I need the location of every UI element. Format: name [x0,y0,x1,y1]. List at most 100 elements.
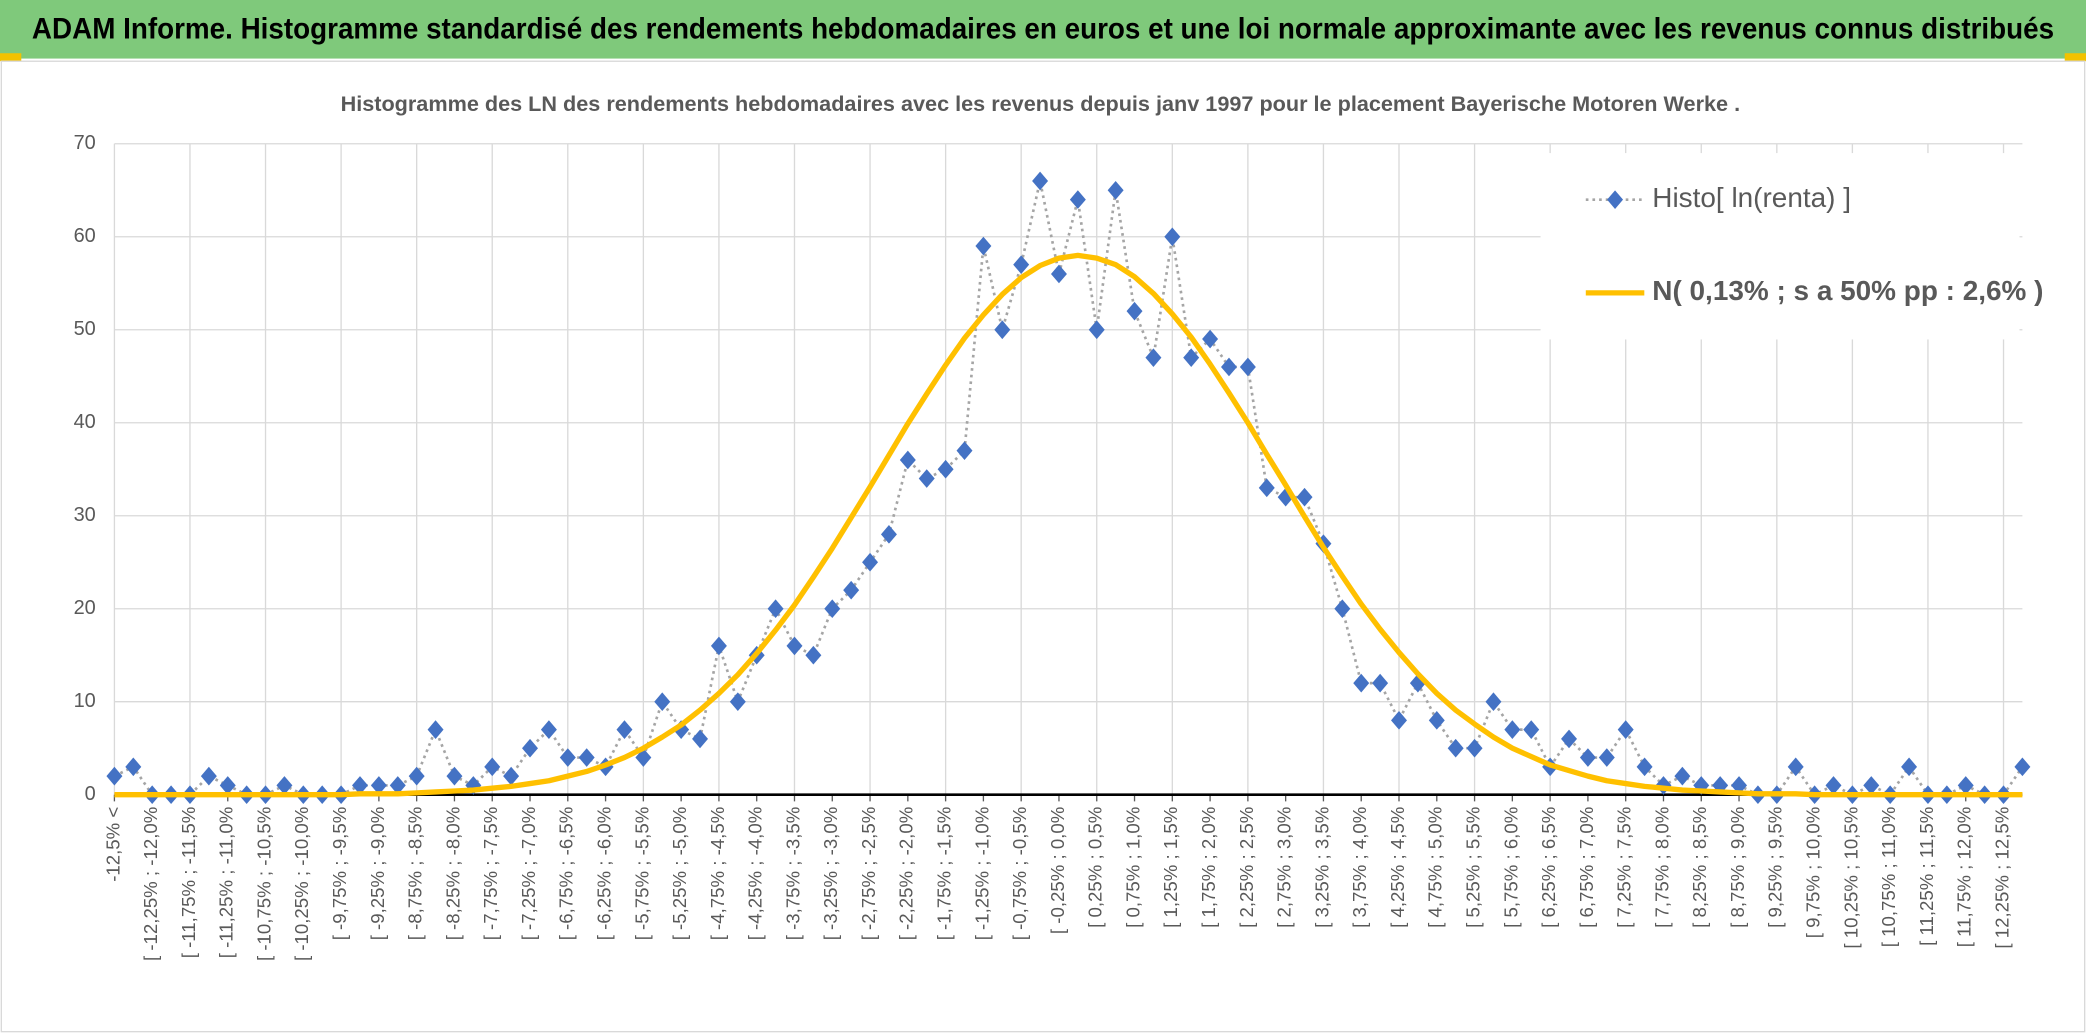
x-tick-label: [ 7,25% ; 7,5% [1614,807,1635,928]
data-point [1069,190,1086,209]
corner-mark [0,53,22,62]
x-tick-label: [ -6,75% ; -6,5% [556,807,577,941]
x-tick-label: [ 7,75% ; 8,0% [1651,807,1672,928]
x-tick-label: [ 4,75% ; 5,0% [1425,807,1446,928]
data-point [370,776,387,795]
header-bar [0,0,2086,59]
data-point [408,766,425,786]
x-tick-label: [ 0,75% ; 1,0% [1122,807,1143,928]
data-point [1296,487,1313,507]
x-tick-label: [ 9,75% ; 10,0% [1803,807,1824,939]
y-tick-label: 20 [74,597,96,619]
x-tick-label: [ -1,75% ; -1,5% [934,807,955,941]
x-tick-label: [ -8,75% ; -8,5% [405,807,426,941]
data-point [1825,776,1842,795]
x-tick-label: [ 4,25% ; 4,5% [1387,807,1408,928]
data-point [1183,348,1200,367]
data-point [1466,738,1483,758]
data-point [559,748,576,767]
chart-title: Histogramme des LN des rendements hebdom… [341,92,1741,116]
data-point [824,599,841,619]
x-tick-label: [ -8,25% ; -8,0% [442,807,463,941]
legend-box [1540,153,2020,340]
legend-marker [1607,190,1624,209]
data-point [1221,357,1237,377]
data-point [1334,599,1351,619]
data-point [1145,348,1162,367]
y-tick-label: 10 [74,690,96,712]
x-tick-label: [ -5,75% ; -5,5% [631,807,652,941]
data-point [219,776,236,795]
x-tick-label: [ 8,25% ; 8,5% [1689,807,1710,928]
legend-label: N( 0,13% ; s a 50% pp : 2,6% ) [1652,275,2043,306]
data-point [200,766,217,786]
data-point [1126,301,1143,321]
x-tick-label: [ 6,75% ; 7,0% [1576,807,1597,928]
data-point [1561,729,1578,749]
page-title: ADAM Informe. Histogramme standardisé de… [32,13,2054,45]
data-point [1013,255,1030,274]
x-tick-label: [ 0,25% ; 0,5% [1085,807,1106,928]
x-tick-label: -12,5% < [102,807,123,882]
x-tick-label: [ -7,75% ; -7,5% [480,807,501,941]
data-point [1088,320,1105,340]
x-tick-label: [ 12,25% ; 12,5% [1991,807,2012,949]
x-tick-label: [ -12,25% ; -12,0% [140,807,161,961]
data-point [843,580,860,600]
x-tick-label: [ -5,25% ; -5,0% [669,807,690,941]
x-tick-label: [ -10,75% ; -10,5% [253,807,274,961]
x-tick-label: [ 2,25% ; 2,5% [1236,807,1257,928]
legend-label: Histo[ ln(renta) ] [1652,182,1851,213]
x-tick-label: [ 11,75% ; 12,0% [1954,807,1975,948]
x-tick-label: [ -9,25% ; -9,0% [367,807,388,941]
x-tick-label: [ -6,25% ; -6,0% [594,807,615,941]
series-line [113,179,2024,797]
y-tick-label: 70 [74,132,96,154]
data-point [767,599,784,619]
data-point [106,766,123,786]
x-tick-label: [ 1,25% ; 1,5% [1160,807,1181,928]
data-point [1050,264,1067,284]
x-tick-label: [ -9,75% ; -9,5% [329,807,350,941]
y-tick-label: 0 [85,783,96,805]
data-point [710,636,727,656]
x-tick-label: [ -1,25% ; -1,0% [971,807,992,941]
data-point [578,748,595,767]
x-tick-label: [ -4,75% ; -4,5% [707,807,728,941]
x-tick-label: [ 10,75% ; 11,0% [1878,807,1899,948]
x-tick-label: [ -3,75% ; -3,5% [782,807,803,941]
x-tick-label: [ -2,75% ; -2,5% [858,807,879,941]
series-line [114,252,2023,798]
data-point [1032,171,1049,191]
data-point [1409,673,1426,693]
x-tick-label: [ 6,25% ; 6,5% [1538,807,1559,928]
corner-mark [2064,53,2086,62]
x-tick-label: [ 11,25% ; 11,5% [1916,807,1937,946]
data-point [352,776,368,795]
data-point [503,766,520,786]
data-point [1957,776,1974,795]
data-point [692,729,709,749]
data-point [522,738,538,758]
x-tick-label: [ -2,25% ; -2,0% [896,807,917,941]
data-point [937,459,954,479]
data-point [956,441,973,460]
data-point [1391,711,1407,730]
x-tick-label: [ -4,25% ; -4,0% [745,807,766,941]
data-point [1239,357,1256,377]
data-point [862,552,879,572]
data-point [994,320,1011,340]
data-point [1579,748,1596,767]
x-tick-label: [ 3,75% ; 4,0% [1349,807,1370,928]
x-tick-label: [ -0,25% ; 0,0% [1047,807,1068,934]
data-point [1258,478,1275,498]
x-tick-label: [ 8,75% ; 9,0% [1727,807,1748,928]
x-tick-label: [ -7,25% ; -7,0% [518,807,539,941]
x-tick-label: [ 5,25% ; 5,5% [1462,807,1483,928]
x-tick-label: [ -11,25% ; -11,0% [216,807,237,959]
x-tick-label: [ -10,25% ; -10,0% [291,807,312,961]
chart-frame [0,60,2086,1033]
data-point [1164,227,1181,247]
data-point [1447,738,1464,758]
data-point [1598,748,1615,767]
